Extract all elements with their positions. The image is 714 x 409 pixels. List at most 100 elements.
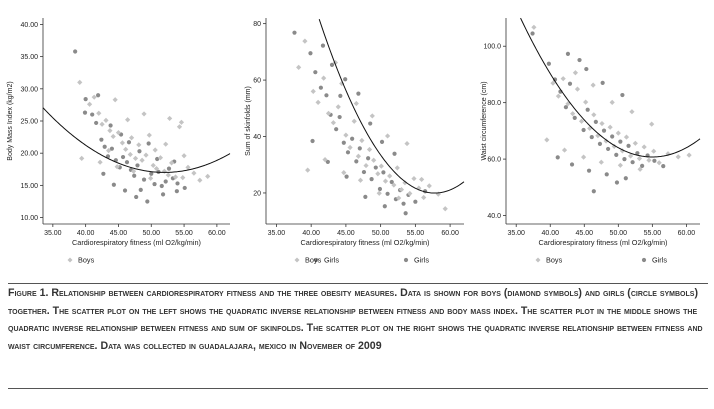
y-tick-label: 40 — [253, 134, 261, 141]
x-tick-label: 40.00 — [77, 230, 95, 237]
boys-point — [127, 151, 133, 158]
boys-point — [590, 82, 596, 88]
caption-top-rule — [8, 283, 708, 284]
boys-point — [603, 138, 609, 144]
girls-point — [334, 127, 339, 132]
girls-point — [593, 119, 598, 124]
boys-point — [165, 172, 171, 178]
boys-point — [407, 190, 413, 197]
x-tick-label: 55.00 — [407, 230, 425, 237]
boys-point — [570, 111, 576, 117]
boys-point — [617, 162, 623, 168]
girls-point — [160, 192, 166, 197]
boys-point — [442, 206, 448, 212]
girls-point — [569, 162, 575, 167]
girls-point — [600, 80, 605, 86]
girls-point — [82, 110, 88, 115]
legend-girls-marker — [641, 257, 647, 263]
girls-point — [313, 70, 318, 75]
girls-point — [555, 155, 560, 160]
y-tick-label: 40.00 — [20, 22, 38, 29]
fit-curve — [520, 17, 701, 158]
girls-point — [320, 43, 326, 48]
boys-point — [205, 173, 211, 179]
girls-point — [366, 156, 371, 161]
boys-point — [629, 109, 635, 115]
boys-point — [359, 137, 365, 144]
girls-point — [318, 85, 323, 90]
girls-point — [610, 134, 615, 139]
x-tick-label: 60.00 — [441, 230, 459, 237]
girls-point — [552, 77, 558, 82]
boys-point — [675, 154, 681, 160]
girls-point — [652, 158, 657, 163]
girls-point — [174, 189, 179, 194]
boys-point — [106, 148, 112, 154]
girls-point — [308, 51, 313, 56]
boys-point — [97, 159, 103, 165]
x-tick-label: 50.00 — [142, 230, 160, 237]
boys-point — [426, 183, 432, 189]
girls-point — [350, 136, 355, 141]
boys-point — [641, 144, 647, 150]
girls-point — [382, 204, 387, 209]
boys-point — [378, 163, 384, 169]
x-tick-label: 35.00 — [44, 230, 62, 237]
girls-point — [563, 105, 569, 110]
boys-point — [561, 147, 568, 153]
boys-point — [555, 93, 562, 99]
boys-point — [128, 135, 135, 141]
girls-point — [640, 163, 645, 168]
y-tick-label: 80 — [253, 21, 261, 28]
girls-point — [373, 165, 378, 170]
boys-point — [178, 119, 185, 125]
girls-point — [149, 171, 154, 176]
boys-point — [656, 160, 662, 166]
y-tick-label: 100.0 — [483, 44, 501, 51]
x-tick-label: 35.00 — [507, 230, 525, 237]
boys-point — [321, 75, 327, 81]
girls-point — [585, 107, 590, 112]
boys-point — [411, 175, 417, 182]
boys-point — [387, 173, 393, 179]
boys-point — [146, 132, 152, 138]
boys-point — [404, 140, 410, 147]
girls-point — [122, 188, 128, 193]
boys-point — [132, 155, 139, 161]
girls-point — [310, 138, 315, 144]
boys-point — [79, 155, 85, 161]
x-tick-label: 35.00 — [268, 230, 286, 237]
boys-point — [599, 120, 605, 127]
girls-point — [604, 172, 609, 177]
boys-point — [136, 142, 142, 148]
girls-point — [586, 168, 592, 173]
girls-point — [369, 177, 374, 182]
boys-point — [96, 110, 102, 116]
boys-point — [396, 195, 402, 201]
girls-point — [392, 151, 397, 156]
boys-point — [152, 147, 158, 153]
girls-point — [530, 31, 535, 36]
y-axis-title: Waist circumference (cm) — [481, 81, 488, 160]
y-tick-label: 30.00 — [20, 86, 38, 93]
girls-point — [546, 61, 551, 66]
boys-point — [176, 124, 183, 130]
boys-point — [615, 130, 621, 136]
boys-point — [107, 128, 113, 134]
girls-point — [379, 139, 385, 144]
y-tick-label: 35.00 — [20, 54, 38, 61]
girls-point — [389, 179, 394, 185]
girls-point — [102, 144, 107, 149]
girls-point — [120, 154, 126, 160]
boys-point — [375, 171, 381, 177]
girls-point — [146, 141, 151, 146]
girls-point — [83, 97, 88, 102]
girls-point — [145, 199, 150, 204]
girls-point — [565, 51, 571, 56]
girls-point — [96, 93, 101, 98]
girls-point — [338, 93, 343, 98]
boys-point — [583, 99, 589, 105]
boys-point — [130, 168, 137, 174]
boys-point — [623, 134, 630, 140]
x-tick-label: 55.00 — [644, 230, 662, 237]
